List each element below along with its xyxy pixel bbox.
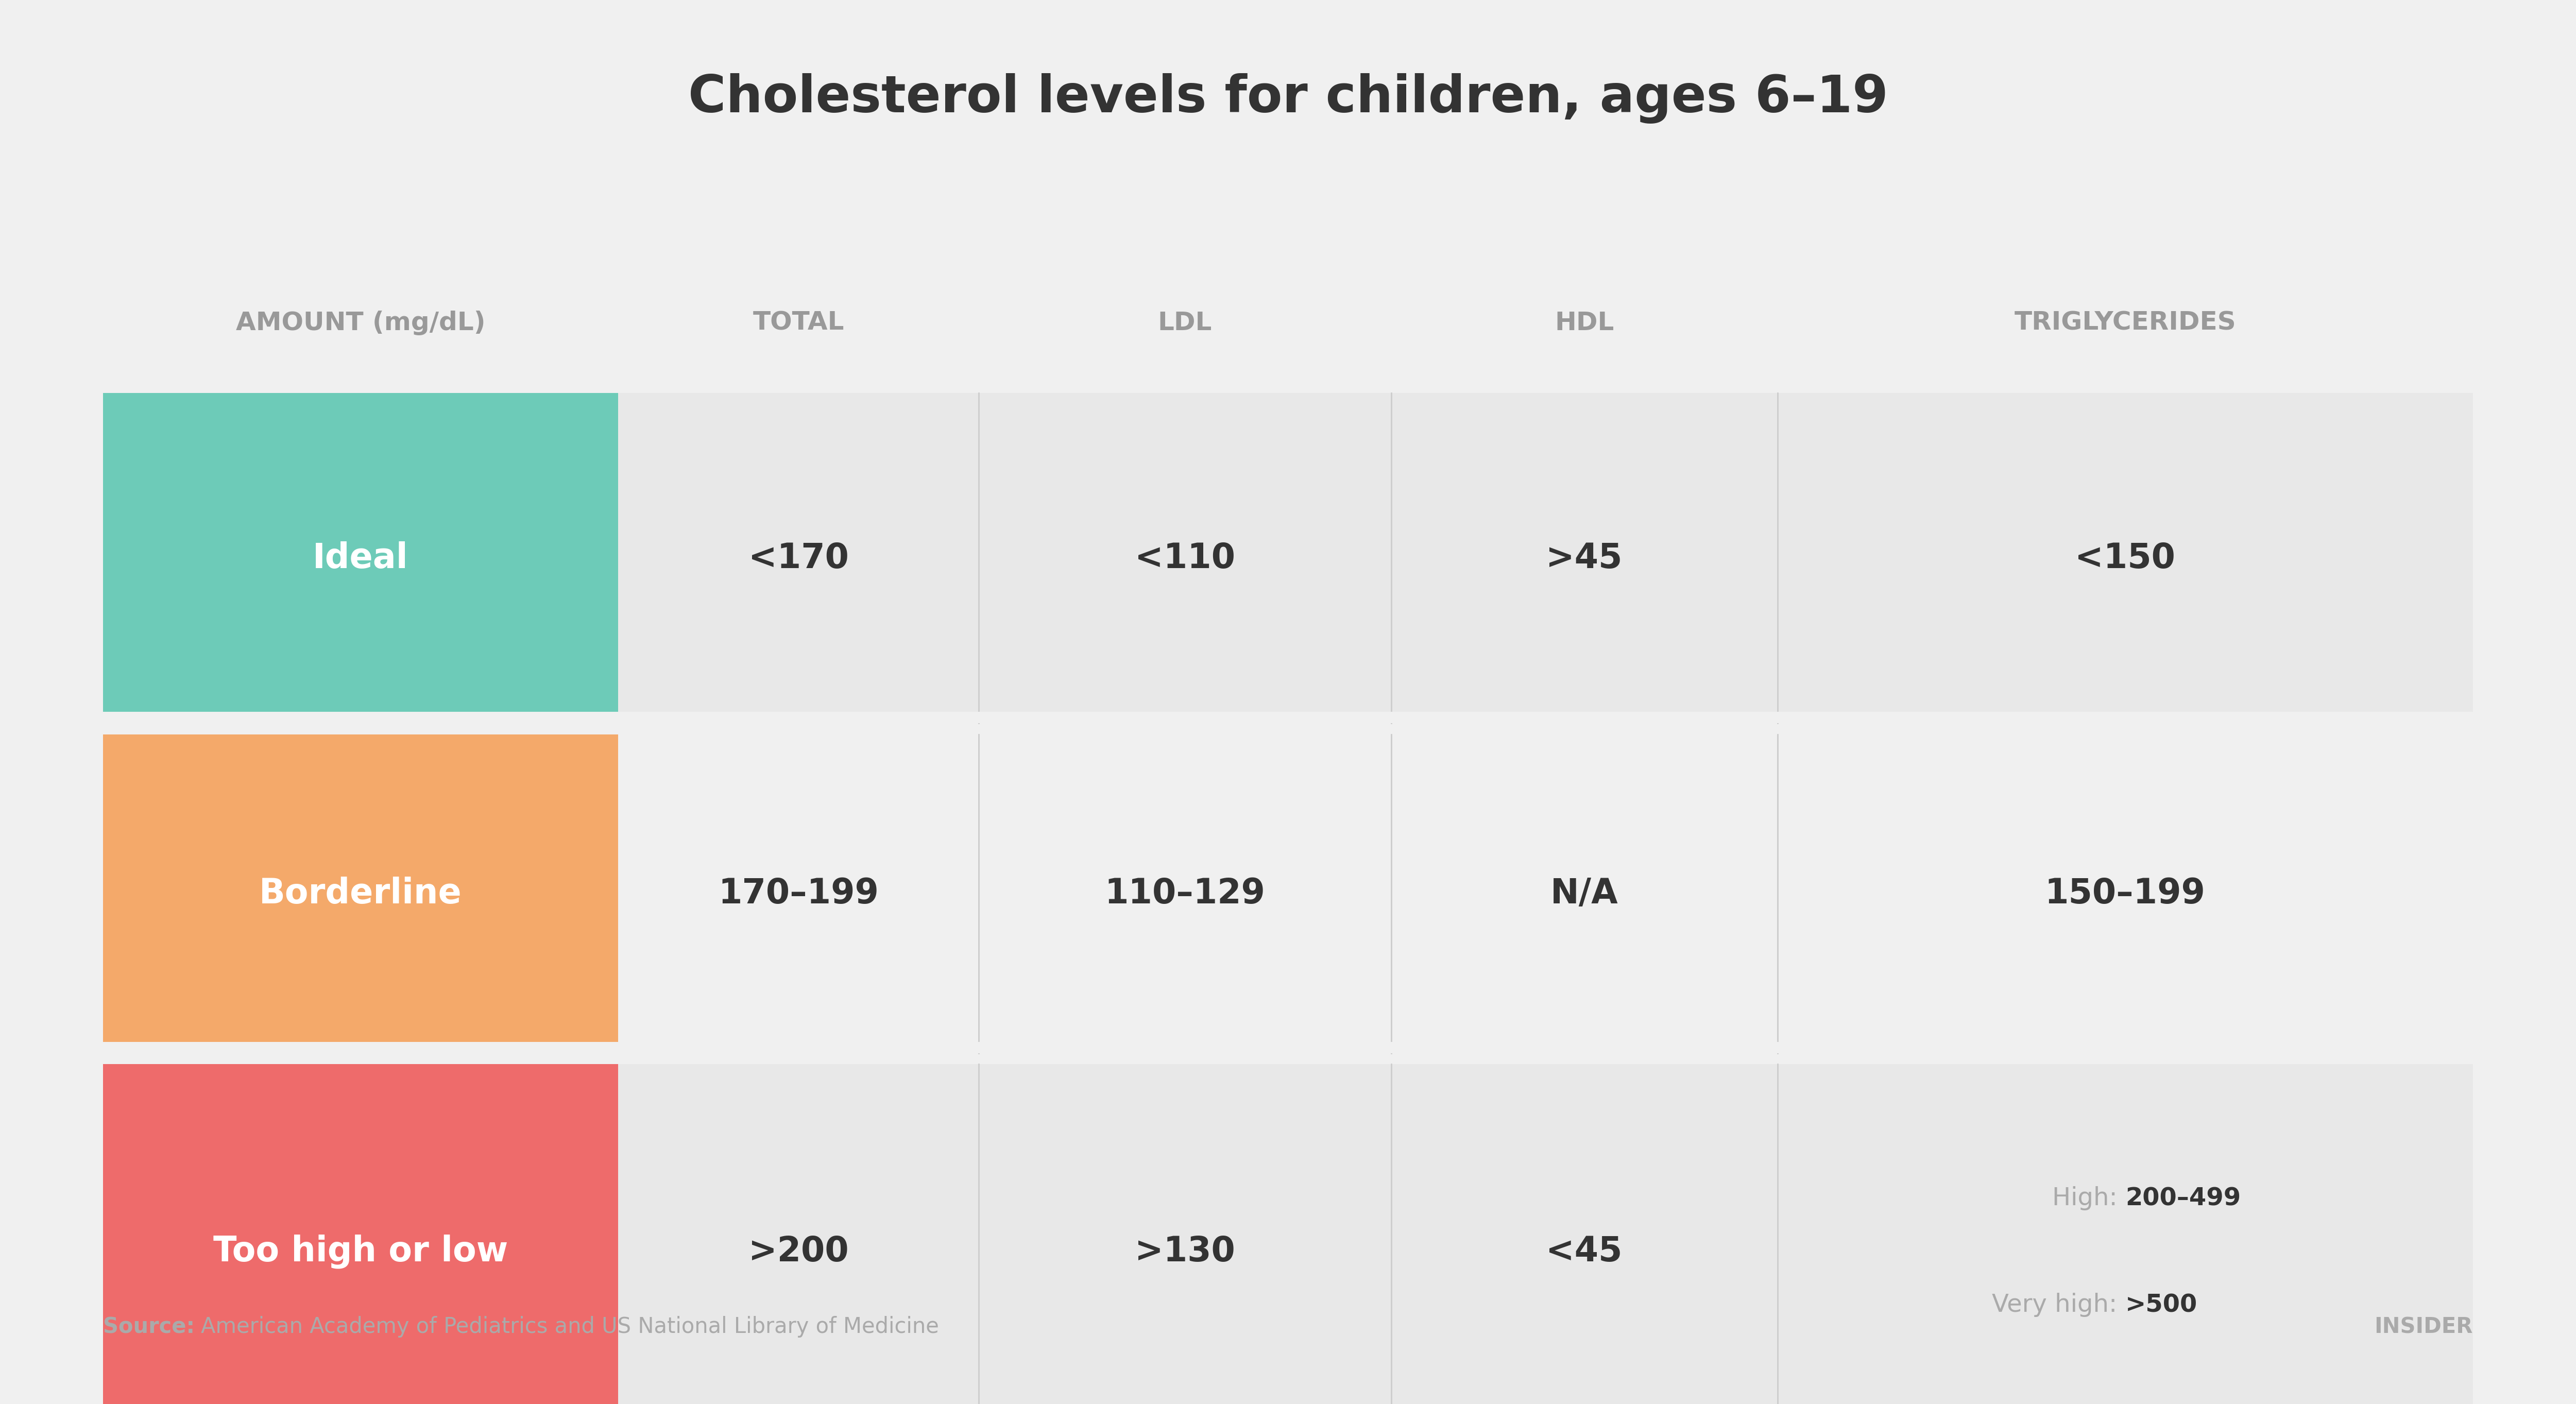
Text: Ideal: Ideal	[312, 541, 410, 576]
Text: <150: <150	[2076, 541, 2174, 576]
Bar	[1777, 1064, 2473, 1404]
Text: N/A: N/A	[1551, 876, 1618, 911]
Text: 170–199: 170–199	[719, 876, 878, 911]
Text: <110: <110	[1133, 541, 1236, 576]
Bar	[618, 393, 979, 723]
Text: <170: <170	[750, 541, 848, 576]
Text: TRIGLYCERIDES: TRIGLYCERIDES	[2014, 310, 2236, 336]
Bar	[979, 734, 1391, 1053]
Text: Source:: Source:	[103, 1316, 196, 1338]
Text: >500: >500	[2125, 1293, 2197, 1317]
Bar	[1391, 393, 1777, 723]
Bar	[979, 1064, 1391, 1404]
Bar	[1777, 393, 2473, 723]
Bar	[103, 734, 618, 1053]
Bar	[1777, 734, 2473, 1053]
Bar	[103, 253, 2473, 393]
Text: AMOUNT (mg/dL): AMOUNT (mg/dL)	[237, 310, 484, 336]
Bar	[618, 1064, 979, 1404]
Text: 200–499: 200–499	[2125, 1186, 2241, 1210]
Text: >200: >200	[750, 1234, 848, 1269]
Bar	[103, 712, 2473, 723]
Bar	[618, 734, 979, 1053]
Text: 110–129: 110–129	[1105, 876, 1265, 911]
Bar	[1391, 1064, 1777, 1404]
Bar	[103, 1064, 618, 1404]
Bar	[1391, 734, 1777, 1053]
Text: 150–199: 150–199	[2045, 876, 2205, 911]
Text: Cholesterol levels for children, ages 6–19: Cholesterol levels for children, ages 6–…	[688, 73, 1888, 124]
Text: High:: High:	[2053, 1186, 2125, 1210]
Text: HDL: HDL	[1553, 310, 1615, 336]
Text: LDL: LDL	[1157, 310, 1213, 336]
Bar	[979, 393, 1391, 723]
Bar	[103, 1042, 2473, 1053]
Text: Very high:: Very high:	[1991, 1293, 2125, 1317]
Text: >130: >130	[1136, 1234, 1234, 1269]
Text: INSIDER: INSIDER	[2375, 1316, 2473, 1338]
Text: TOTAL: TOTAL	[752, 310, 845, 336]
Text: Too high or low: Too high or low	[214, 1234, 507, 1269]
Text: Borderline: Borderline	[260, 876, 461, 911]
Text: >45: >45	[1546, 541, 1623, 576]
Text: <45: <45	[1546, 1234, 1623, 1269]
Bar	[103, 393, 618, 723]
Text: American Academy of Pediatrics and US National Library of Medicine: American Academy of Pediatrics and US Na…	[201, 1316, 940, 1338]
